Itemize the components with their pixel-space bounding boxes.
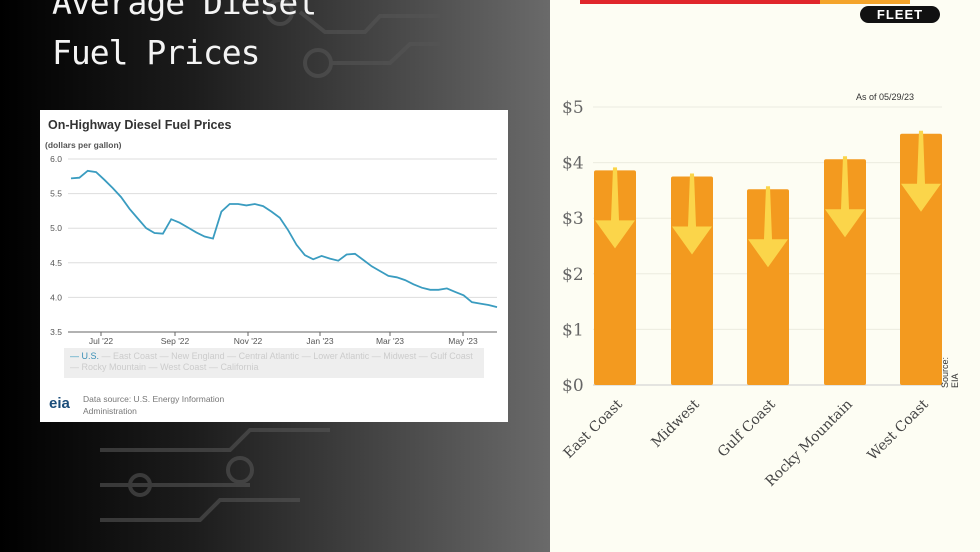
x-tick-label: Gulf Coast (715, 396, 779, 460)
eia-logo: eia (49, 395, 70, 412)
down-arrow-icon (672, 173, 712, 255)
down-arrow-icon (825, 156, 865, 238)
line-chart: 6.0 5.5 5.0 4.5 4.0 3.5 Jul '22 Sep '22 Nov '22 J… (50, 154, 498, 346)
legend-item[interactable]: New England (171, 351, 225, 361)
y-tick-label: 4.5 (50, 258, 62, 268)
us-price-line (70, 169, 498, 308)
x-tick-label: Jan '23 (306, 336, 333, 346)
source-note: Source: EIA (940, 356, 960, 388)
x-tick-label: West Coast (865, 396, 933, 464)
x-tick-label: Rocky Mountain (763, 397, 856, 490)
legend-swatch: — (416, 351, 431, 361)
y-tick-label: $3 (562, 209, 584, 229)
circuit-decoration (100, 0, 440, 522)
legend-item[interactable]: U.S. (81, 351, 100, 361)
legend-item[interactable]: Gulf Coast (430, 351, 473, 361)
y-tick-label: $0 (562, 376, 584, 396)
legend-item[interactable]: Lower Atlantic (313, 351, 370, 361)
legend-swatch: — (369, 351, 384, 361)
x-tick-label: Jul '22 (89, 336, 114, 346)
y-tick-label: 5.5 (50, 189, 62, 199)
legend-item[interactable]: East Coast (113, 351, 158, 361)
x-tick-label: Nov '22 (234, 336, 263, 346)
down-arrow-icon (901, 130, 941, 212)
legend-swatch: — (224, 351, 239, 361)
legend-swatch: — (157, 351, 172, 361)
y-tick-label: $5 (562, 98, 584, 118)
y-tick-label: 6.0 (50, 154, 62, 164)
down-arrow-icon (595, 167, 635, 249)
line-chart-legend: — U.S. — East Coast — New England — Cent… (64, 348, 484, 378)
legend-swatch: — (99, 351, 114, 361)
legend-swatch: — (70, 351, 82, 361)
title-line-2: Fuel Prices (52, 33, 261, 72)
line-chart-card: On-Highway Diesel Fuel Prices (dollars p… (40, 110, 508, 422)
x-tick-label: East Coast (561, 396, 626, 461)
legend-item[interactable]: Central Atlantic (238, 351, 300, 361)
as-of-date: As of 05/29/23 (856, 92, 915, 102)
y-tick-label: 3.5 (50, 327, 62, 337)
y-tick-label: 4.0 (50, 292, 62, 302)
bar-gulf-coast (747, 189, 789, 385)
data-source: Data source: U.S. Energy Information Adm… (83, 394, 225, 416)
legend-item[interactable]: Rocky Mountain (81, 362, 147, 372)
x-tick-label: May '23 (448, 336, 478, 346)
y-tick-label: $2 (562, 265, 584, 285)
legend-swatch: — (70, 362, 82, 372)
legend-swatch: — (299, 351, 314, 361)
left-panel: Average Diesel Fuel Prices On-Highway Di… (0, 0, 550, 552)
title-line-1: Average Diesel (52, 0, 317, 22)
fleet-badge: FLEET (860, 6, 940, 23)
legend-item[interactable]: California (220, 362, 259, 372)
y-tick-label: 5.0 (50, 223, 62, 233)
x-tick-label: Sep '22 (161, 336, 190, 346)
down-arrow-icon (748, 186, 788, 268)
page-title: Average Diesel Fuel Prices (52, 0, 317, 78)
legend-swatch: — (206, 362, 221, 372)
legend-item[interactable]: Midwest (383, 351, 417, 361)
x-tick-label: Mar '23 (376, 336, 404, 346)
x-tick-label: Midwest (648, 396, 703, 451)
legend-item[interactable]: West Coast (160, 362, 207, 372)
y-tick-label: $4 (562, 154, 584, 174)
brand-logo-accent (820, 0, 910, 4)
brand-logo (580, 0, 820, 4)
line-chart-ylabel: (dollars per gallon) (45, 140, 122, 150)
line-chart-title: On-Highway Diesel Fuel Prices (48, 118, 232, 132)
legend-swatch: — (146, 362, 161, 372)
y-tick-label: $1 (562, 320, 584, 340)
